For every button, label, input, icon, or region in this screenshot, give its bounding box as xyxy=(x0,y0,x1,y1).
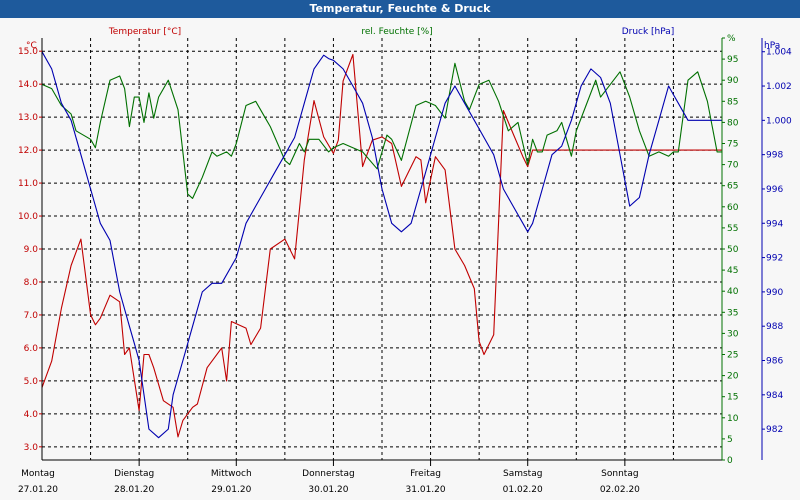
press-tick-label: 1.000 xyxy=(766,116,792,126)
humid-tick-label: 25 xyxy=(727,351,738,361)
temp-tick-label: 15.0 xyxy=(18,47,38,57)
day-date-label: 27.01.20 xyxy=(18,485,58,495)
press-tick-label: 982 xyxy=(766,425,783,435)
day-date-label: 31.01.20 xyxy=(406,485,446,495)
temp-tick-label: 14.0 xyxy=(18,80,38,90)
press-tick-label: 984 xyxy=(766,391,783,401)
series-line-press xyxy=(41,51,722,439)
temp-axis-title: Temperatur [°C] xyxy=(108,27,181,37)
temp-tick-label: 8.0 xyxy=(24,278,39,288)
day-date-label: 28.01.20 xyxy=(114,485,154,495)
day-date-label: 29.01.20 xyxy=(211,485,251,495)
temp-tick-label: 10.0 xyxy=(18,212,38,222)
humid-tick-label: 45 xyxy=(727,266,738,276)
humid-tick-label: 55 xyxy=(727,224,738,234)
humid-tick-label: 70 xyxy=(727,161,739,171)
series-layer xyxy=(41,51,722,439)
axes-layer: 3.0 4.0 5.0 6.0 7.0 8.0 9.0 10.0 11.0 12.0 13.0 14.… xyxy=(18,34,792,495)
temp-tick-label: 13.0 xyxy=(18,113,38,123)
temp-tick-label: 11.0 xyxy=(18,179,38,189)
temp-tick-label: 9.0 xyxy=(24,245,39,255)
temp-tick-label: 12.0 xyxy=(18,146,38,156)
press-tick-label: 986 xyxy=(766,357,783,367)
day-date-label: 30.01.20 xyxy=(308,485,348,495)
press-tick-label: 992 xyxy=(766,254,783,264)
humid-tick-label: 50 xyxy=(727,245,739,255)
day-date-label: 02.02.20 xyxy=(600,485,640,495)
humid-tick-label: 95 xyxy=(727,55,738,65)
day-date-label: 01.02.20 xyxy=(503,485,543,495)
day-name-label: Mittwoch xyxy=(211,469,252,479)
day-name-label: Samstag xyxy=(503,469,542,479)
press-unit: hPa xyxy=(764,41,780,51)
humid-tick-label: 20 xyxy=(727,372,739,382)
humid-tick-label: 40 xyxy=(727,287,739,297)
day-name-label: Donnerstag xyxy=(302,469,355,479)
humid-tick-label: 65 xyxy=(727,182,738,192)
day-name-label: Dienstag xyxy=(114,469,154,479)
day-name-label: Freitag xyxy=(410,469,441,479)
series-line-temp xyxy=(41,53,722,438)
humid-tick-label: 15 xyxy=(727,393,738,403)
temp-unit: °C xyxy=(26,41,37,51)
press-tick-label: 996 xyxy=(766,185,783,195)
temp-tick-label: 6.0 xyxy=(24,344,39,354)
temp-tick-label: 3.0 xyxy=(24,443,39,453)
day-name-label: Sonntag xyxy=(601,469,638,479)
press-tick-label: 988 xyxy=(766,322,783,332)
press-axis-title: Druck [hPa] xyxy=(622,27,675,37)
press-tick-label: 1.002 xyxy=(766,82,792,92)
humid-tick-label: 35 xyxy=(727,308,738,318)
humid-tick-label: 10 xyxy=(727,414,739,424)
press-tick-label: 1.004 xyxy=(766,48,792,58)
series-line-humid xyxy=(41,62,722,199)
humid-tick-label: 30 xyxy=(727,329,739,339)
humid-tick-label: 80 xyxy=(727,118,739,128)
humid-unit: % xyxy=(727,34,736,44)
temp-tick-label: 5.0 xyxy=(24,377,39,387)
temp-tick-label: 7.0 xyxy=(24,311,39,321)
humid-tick-label: 5 xyxy=(727,435,733,445)
humid-tick-label: 60 xyxy=(727,203,739,213)
day-name-label: Montag xyxy=(21,469,55,479)
grid xyxy=(42,38,722,460)
window-title: Temperatur, Feuchte & Druck xyxy=(0,0,800,18)
humid-axis-title: rel. Feuchte [%] xyxy=(361,27,432,37)
press-tick-label: 990 xyxy=(766,288,783,298)
humid-tick-label: 75 xyxy=(727,140,738,150)
press-tick-label: 998 xyxy=(766,151,783,161)
humid-tick-label: 85 xyxy=(727,97,738,107)
humid-tick-label: 90 xyxy=(727,76,739,86)
temp-tick-label: 4.0 xyxy=(24,410,39,420)
humid-tick-label: 0 xyxy=(727,456,733,466)
press-tick-label: 994 xyxy=(766,219,783,229)
